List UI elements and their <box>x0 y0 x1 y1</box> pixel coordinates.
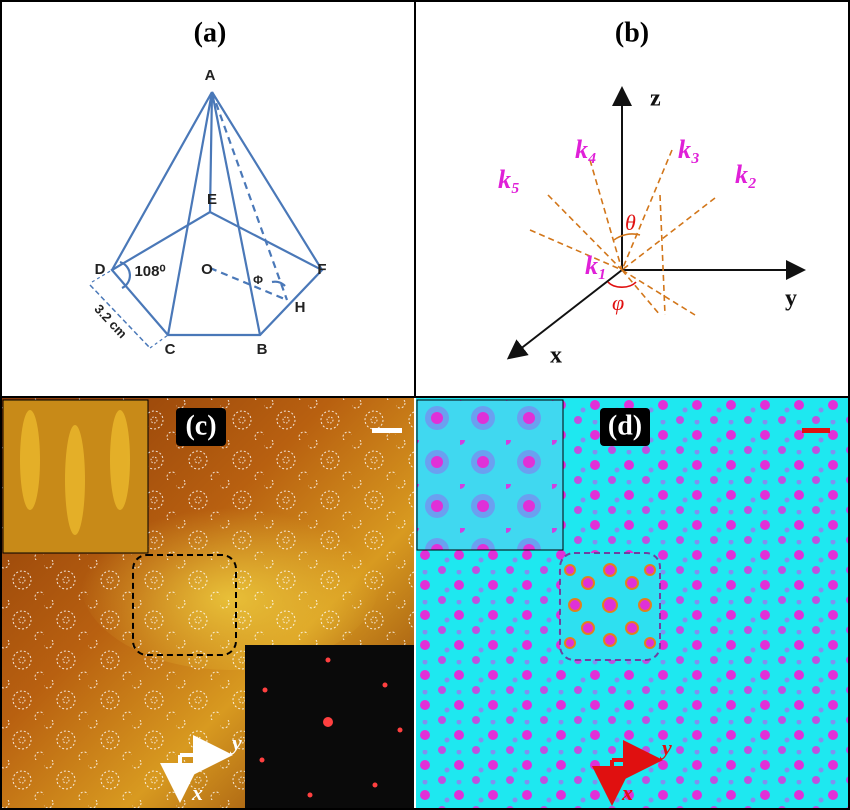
panel-label: (b) <box>615 17 649 48</box>
vertex-label: E <box>207 191 217 208</box>
inset <box>416 399 564 551</box>
vertex-label: B <box>257 341 268 358</box>
panel-b: (b) z y x k₁ k₂ k₃ k₄ k₅ θ φ <box>498 17 806 369</box>
angle-label: θ <box>625 210 636 235</box>
vertex-label: A <box>205 67 216 84</box>
pyramid <box>89 91 324 349</box>
panel-d: (d) y x <box>416 398 848 808</box>
panel-label: (c) <box>185 410 216 441</box>
wave-label: k₄ <box>575 135 597 164</box>
angle-label: 108⁰ <box>134 263 165 280</box>
wave-label: k₁ <box>585 251 607 280</box>
vertex-label: H <box>295 299 306 316</box>
panel-a: (a) A E D F C B O H 108⁰ Φ 3.2 cm <box>89 17 327 358</box>
wave-vectors <box>529 149 716 316</box>
label-box <box>176 408 226 446</box>
angle-label: φ <box>612 290 624 315</box>
vertex-label: O <box>201 261 213 278</box>
wave-label: k₅ <box>498 165 520 194</box>
axis-label: y <box>659 735 672 760</box>
axis-label: y <box>229 730 242 755</box>
vertex-label: F <box>317 261 326 278</box>
axis-label: y <box>785 286 797 312</box>
label-box <box>600 408 650 446</box>
panel-label: (a) <box>194 17 227 48</box>
vertex-label: D <box>95 261 106 278</box>
axis-label: x <box>550 343 562 369</box>
scale-bar <box>802 428 830 433</box>
wave-label: k₃ <box>678 135 700 164</box>
axis-label: z <box>650 86 661 112</box>
scale-bar <box>372 428 402 433</box>
panel-label: (d) <box>608 410 642 441</box>
panel-c: (c) y x <box>2 398 414 808</box>
axis-label: x <box>621 780 633 805</box>
wave-label: k₂ <box>735 160 757 189</box>
vertex-label: C <box>165 341 176 358</box>
axes <box>506 86 806 360</box>
angle-label: Φ <box>253 273 263 287</box>
axis-label: x <box>191 780 203 805</box>
unit-cell <box>132 554 237 656</box>
